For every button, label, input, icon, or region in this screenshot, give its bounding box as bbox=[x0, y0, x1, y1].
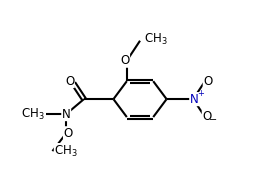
Text: O: O bbox=[120, 54, 130, 67]
Text: O: O bbox=[65, 75, 74, 88]
Text: N: N bbox=[190, 93, 199, 106]
Text: CH$_3$: CH$_3$ bbox=[54, 144, 78, 159]
Text: CH$_3$: CH$_3$ bbox=[144, 32, 168, 47]
Text: CH$_3$: CH$_3$ bbox=[21, 107, 44, 122]
Text: O: O bbox=[202, 110, 212, 123]
Text: +: + bbox=[197, 89, 204, 98]
Text: O: O bbox=[64, 127, 73, 140]
Text: O: O bbox=[203, 75, 213, 88]
Text: −: − bbox=[209, 115, 217, 125]
Text: N: N bbox=[62, 108, 71, 121]
